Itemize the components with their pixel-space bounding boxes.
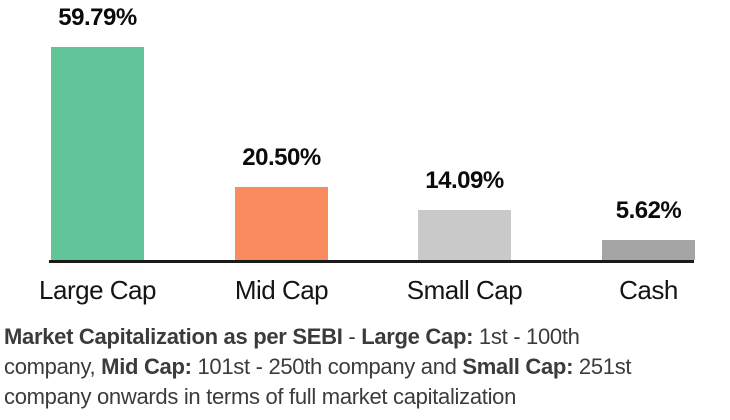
caption-segment: Small Cap: bbox=[462, 354, 574, 379]
x-axis-label-large-cap: Large Cap bbox=[39, 275, 156, 305]
bar-small-cap bbox=[418, 210, 511, 260]
bar-chart: 59.79% Large Cap 20.50% Mid Cap 14.09% Small … bbox=[6, 0, 730, 306]
x-axis-label-small-cap: Small Cap bbox=[406, 275, 523, 305]
x-axis-label-cash: Cash bbox=[619, 275, 678, 305]
caption-segment: 101st - 250th company and bbox=[191, 354, 463, 379]
bar-mid-cap bbox=[235, 187, 328, 260]
x-axis-line bbox=[49, 260, 694, 263]
bar-stack-large-cap: 59.79% bbox=[6, 0, 189, 260]
caption-segment: Large Cap: bbox=[361, 324, 474, 349]
chart-column-large-cap: 59.79% Large Cap bbox=[6, 0, 189, 306]
bar-cash bbox=[602, 240, 695, 260]
x-axis-label-mid-cap: Mid Cap bbox=[234, 275, 329, 305]
caption-segment: 251st bbox=[573, 354, 632, 379]
caption-segment: Market Capitalization as per SEBI bbox=[4, 324, 343, 349]
bar-value-label-cash: 5.62% bbox=[615, 197, 682, 224]
caption-segment: - bbox=[342, 324, 362, 349]
caption-line-3: company onwards in terms of full market … bbox=[4, 382, 720, 412]
caption-segment: 1st - 100th bbox=[473, 324, 580, 349]
bar-large-cap bbox=[51, 47, 144, 260]
bar-stack-cash: 5.62% bbox=[557, 0, 730, 260]
bar-stack-small-cap: 14.09% bbox=[373, 0, 556, 260]
caption-line-1: Market Capitalization as per SEBI - Larg… bbox=[4, 322, 720, 352]
bar-value-label-small-cap: 14.09% bbox=[425, 167, 504, 194]
bar-value-label-large-cap: 59.79% bbox=[58, 4, 137, 31]
chart-column-cash: 5.62% Cash bbox=[557, 0, 730, 306]
bar-value-label-mid-cap: 20.50% bbox=[242, 144, 321, 171]
chart-column-small-cap: 14.09% Small Cap bbox=[373, 0, 556, 306]
caption-line-2: company, Mid Cap: 101st - 250th company … bbox=[4, 352, 720, 382]
chart-caption: Market Capitalization as per SEBI - Larg… bbox=[4, 322, 720, 412]
caption-segment: company, bbox=[4, 354, 102, 379]
caption-segment: company onwards in terms of full market … bbox=[4, 384, 517, 409]
bar-stack-mid-cap: 20.50% bbox=[190, 0, 373, 260]
chart-column-mid-cap: 20.50% Mid Cap bbox=[190, 0, 373, 306]
caption-segment: Mid Cap: bbox=[101, 354, 192, 379]
